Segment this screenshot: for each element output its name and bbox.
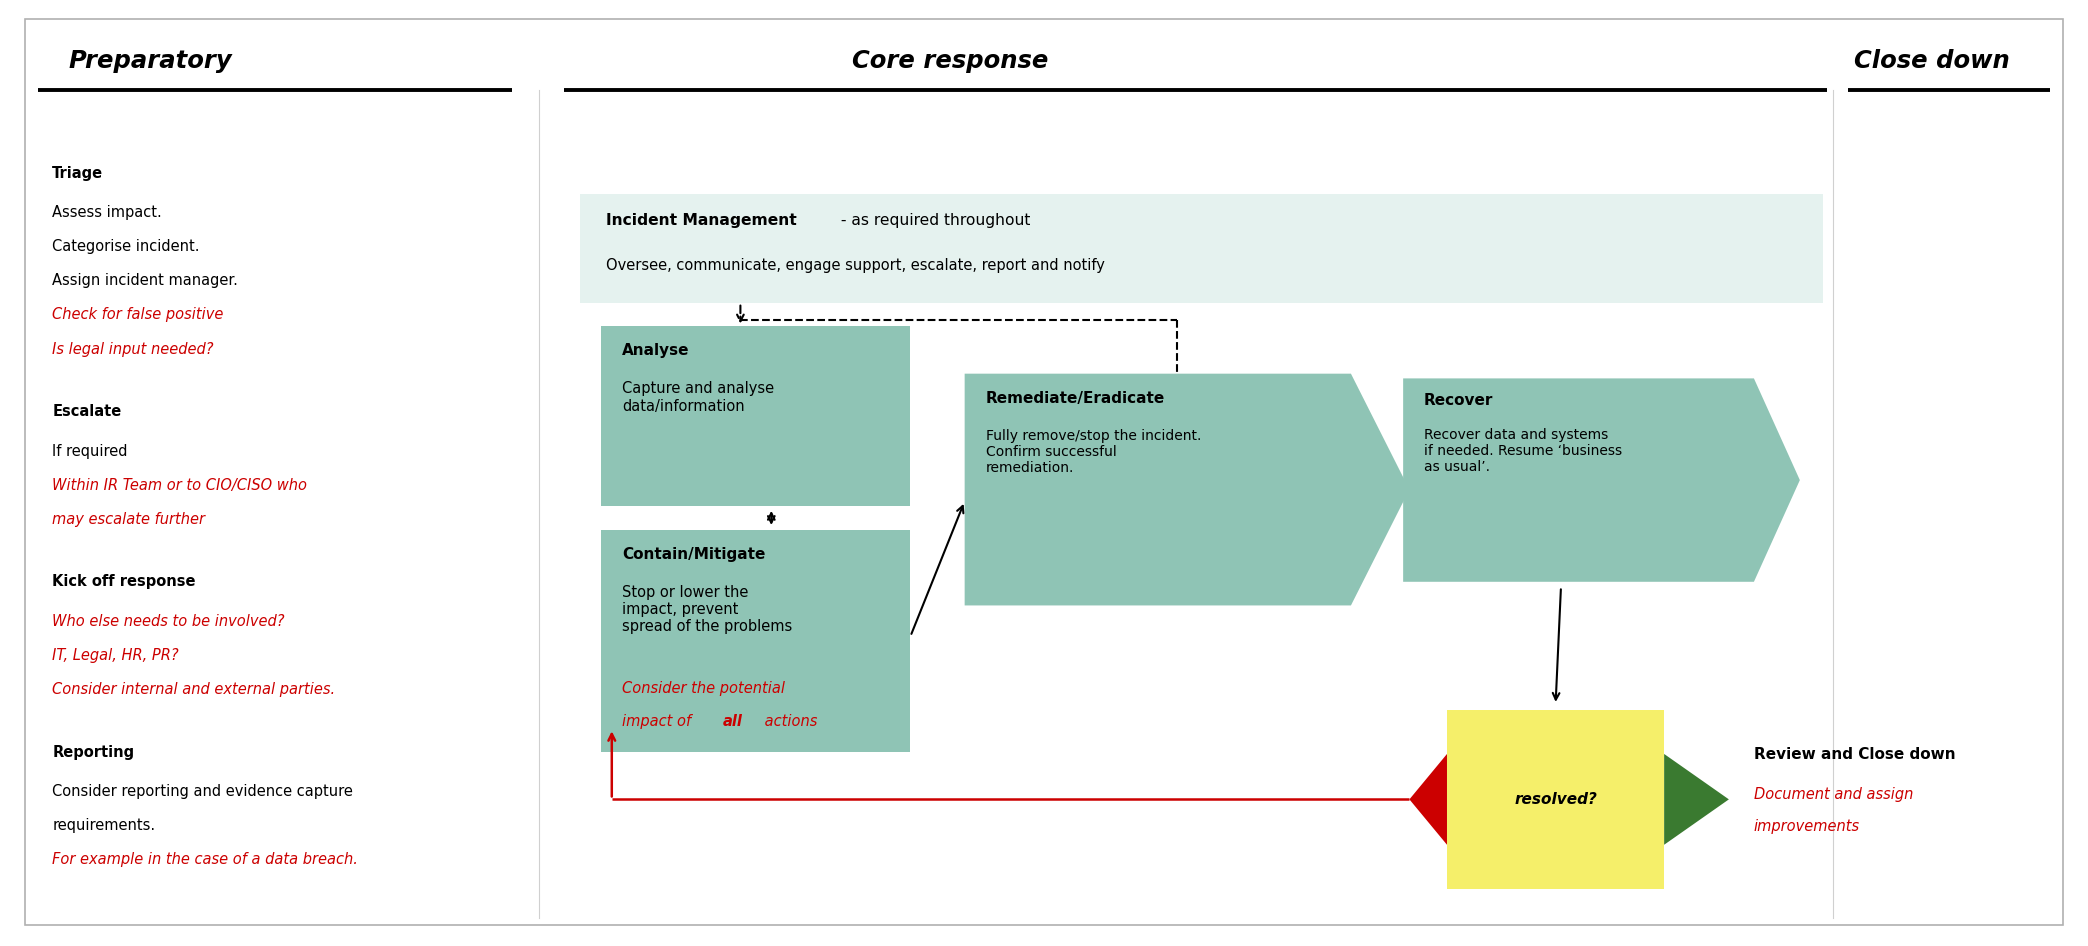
Text: may escalate further: may escalate further [52,512,205,527]
Text: Escalate: Escalate [52,404,121,419]
Text: Triage: Triage [52,166,102,181]
Text: Incident Management: Incident Management [606,213,796,228]
FancyBboxPatch shape [601,530,910,752]
Text: For example in the case of a data breach.: For example in the case of a data breach… [52,852,357,867]
Text: requirements.: requirements. [52,818,155,833]
Text: resolved?: resolved? [1514,792,1597,807]
Polygon shape [965,374,1409,605]
Text: Consider internal and external parties.: Consider internal and external parties. [52,682,336,697]
FancyBboxPatch shape [1447,710,1664,889]
Text: Kick off response: Kick off response [52,574,196,589]
Text: Assign incident manager.: Assign incident manager. [52,273,238,289]
FancyBboxPatch shape [580,194,1823,303]
Text: Stop or lower the
impact, prevent
spread of the problems: Stop or lower the impact, prevent spread… [622,585,793,635]
Text: If required: If required [52,444,127,459]
Text: Core response: Core response [852,49,1048,74]
Text: Recover data and systems
if needed. Resume ‘business
as usual’.: Recover data and systems if needed. Resu… [1424,428,1622,474]
Text: - as required throughout: - as required throughout [835,213,1029,228]
Text: Contain/Mitigate: Contain/Mitigate [622,547,766,562]
Text: Review and Close down: Review and Close down [1754,747,1956,762]
Text: Within IR Team or to CIO/CISO who: Within IR Team or to CIO/CISO who [52,478,307,493]
FancyBboxPatch shape [601,326,910,506]
Text: impact of: impact of [622,714,695,729]
Text: Recover: Recover [1424,393,1493,408]
Text: Oversee, communicate, engage support, escalate, report and notify: Oversee, communicate, engage support, es… [606,258,1105,273]
FancyBboxPatch shape [25,19,2063,925]
Text: Analyse: Analyse [622,343,689,359]
Polygon shape [1403,378,1800,582]
Text: Capture and analyse
data/information: Capture and analyse data/information [622,381,775,413]
Text: Document and assign: Document and assign [1754,787,1913,802]
Text: Close down: Close down [1854,49,2009,74]
Text: actions: actions [760,714,816,729]
Text: Assess impact.: Assess impact. [52,205,163,220]
Text: all: all [722,714,743,729]
Text: Who else needs to be involved?: Who else needs to be involved? [52,614,284,629]
Text: improvements: improvements [1754,819,1860,834]
Text: Consider reporting and evidence capture: Consider reporting and evidence capture [52,784,353,799]
Text: Reporting: Reporting [52,745,134,760]
Text: Preparatory: Preparatory [69,49,232,74]
Text: Consider the potential: Consider the potential [622,681,785,696]
Text: Is legal input needed?: Is legal input needed? [52,342,213,357]
Text: IT, Legal, HR, PR?: IT, Legal, HR, PR? [52,648,180,663]
Text: Categorise incident.: Categorise incident. [52,239,200,254]
Polygon shape [1664,754,1729,845]
Text: Check for false positive: Check for false positive [52,307,223,323]
Text: Fully remove/stop the incident.
Confirm successful
remediation.: Fully remove/stop the incident. Confirm … [986,429,1201,475]
Text: Remediate/Eradicate: Remediate/Eradicate [986,391,1165,406]
Polygon shape [1409,754,1447,845]
